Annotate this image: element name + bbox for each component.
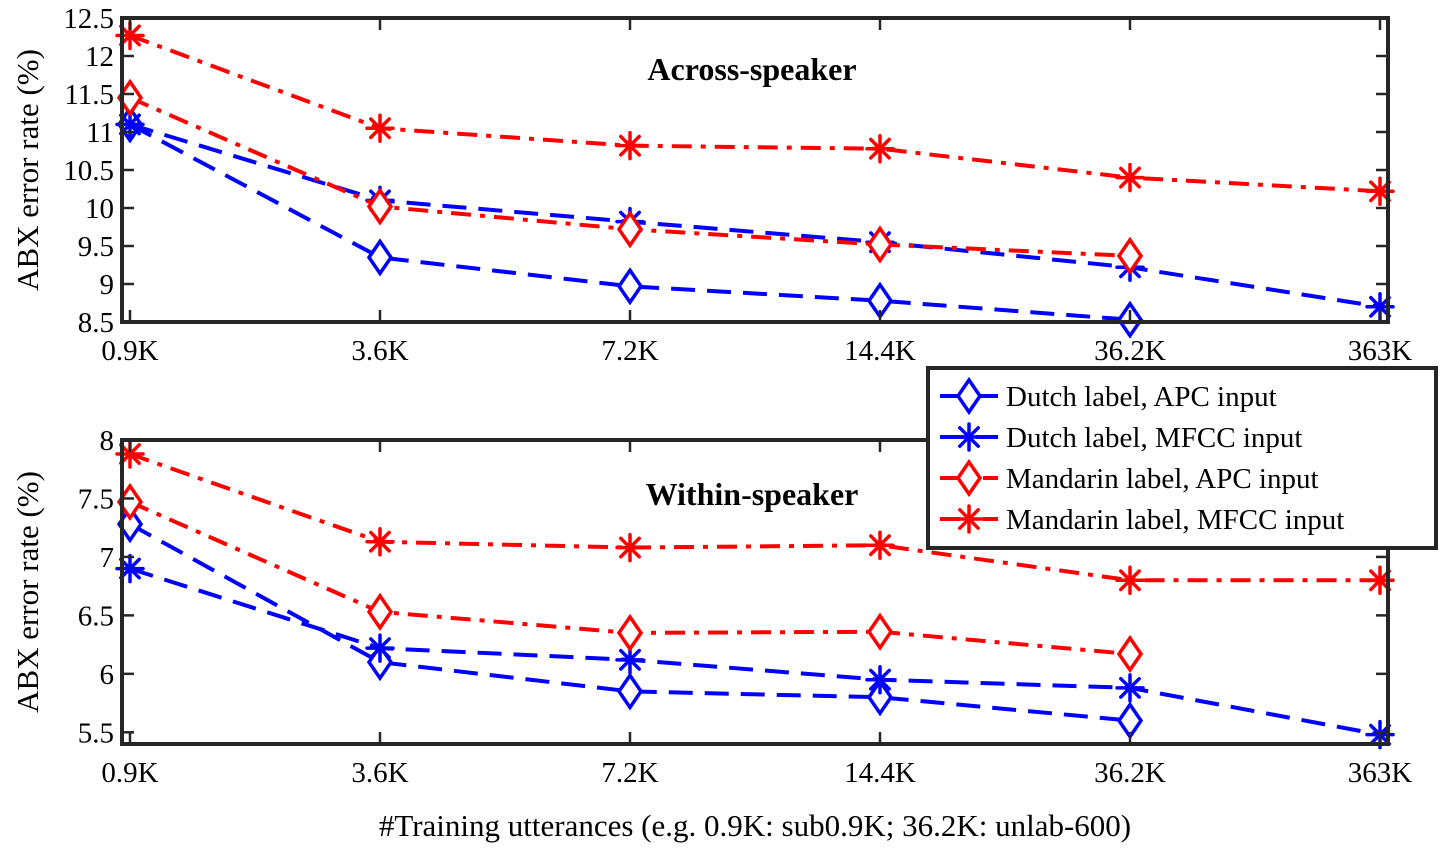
data-point-mandarin-label-mfcc-input-36-2k <box>1115 162 1145 193</box>
data-point-mandarin-label-apc-input-14-4k <box>866 225 894 264</box>
series-mandarin-label-mfcc-input <box>115 20 1395 207</box>
x-tick-label: 7.2K <box>601 335 658 367</box>
y-tick-label: 10 <box>85 193 114 225</box>
y-tick-label: 9.5 <box>78 231 114 263</box>
panel-title: Within-speaker <box>646 476 859 512</box>
legend-item-mandarin-label-mfcc-input: Mandarin label, MFCC input <box>940 504 1344 536</box>
y-axis-label: ABX error rate (%) <box>10 49 45 291</box>
data-point-dutch-label-apc-input-3-6k <box>366 238 394 277</box>
axes-frame <box>120 438 1390 746</box>
x-axis-label: #Training utterances (e.g. 0.9K: sub0.9K… <box>379 808 1131 843</box>
data-point-mandarin-label-mfcc-input-36-2k <box>1115 565 1145 596</box>
panel-title: Across-speaker <box>647 51 856 87</box>
data-point-mandarin-label-mfcc-input-7-2k <box>615 532 645 563</box>
x-tick-label: 14.4K <box>844 335 916 367</box>
data-point-mandarin-label-mfcc-input-7-2k <box>615 130 645 161</box>
legend-item-dutch-label-mfcc-input: Dutch label, MFCC input <box>940 422 1302 454</box>
across-speaker-panel: 8.5 9 9.5 10 10.5 11 11.5 12 12.5 0.9K 3.6K 7.2K 14.… <box>10 3 1412 367</box>
series-line-dutch-label-apc-input <box>129 122 1131 322</box>
data-point-mandarin-label-apc-input-3-6k <box>366 592 394 631</box>
legend-box <box>926 366 1438 550</box>
legend-label: Dutch label, APC input <box>1006 381 1277 413</box>
data-point-mandarin-label-apc-input-3-6k <box>366 187 394 226</box>
legend-item-mandarin-label-apc-input: Mandarin label, APC input <box>940 458 1319 498</box>
data-point-dutch-label-mfcc-input-36-2k <box>1115 673 1145 703</box>
data-point-mandarin-label-apc-input-14-4k <box>866 612 894 651</box>
series-line-mandarin-label-mfcc-input <box>129 452 1380 583</box>
data-point-mandarin-label-mfcc-input-3-6k <box>365 526 395 557</box>
x-tick-label: 0.9K <box>101 335 158 367</box>
legend: Dutch label, APC input Dutch label, MFCC … <box>926 366 1438 550</box>
legend-label: Mandarin label, APC input <box>1006 463 1319 495</box>
legend-label: Dutch label, MFCC input <box>1006 422 1302 454</box>
legend-swatch-marker <box>955 376 983 416</box>
series-line-mandarin-label-mfcc-input <box>129 33 1381 194</box>
x-tick-label: 36.2K <box>1094 335 1166 367</box>
series-line-dutch-label-mfcc-input <box>129 566 1381 737</box>
y-tick-label: 7 <box>100 542 115 574</box>
x-tick-label: 36.2K <box>1094 757 1166 789</box>
y-tick-label: 7.5 <box>78 483 114 515</box>
data-point-dutch-label-apc-input-7-2k <box>616 267 644 306</box>
legend-swatch-marker <box>955 458 983 498</box>
legend-swatch-marker <box>954 422 984 452</box>
plot-area <box>122 18 1388 322</box>
x-tick-label: 14.4K <box>844 757 916 789</box>
y-tick-label: 8.5 <box>78 307 114 339</box>
legend-item-dutch-label-apc-input: Dutch label, APC input <box>940 376 1277 416</box>
data-point-mandarin-label-mfcc-input-14-4k <box>865 133 895 164</box>
x-tick-label: 0.9K <box>101 757 158 789</box>
data-point-mandarin-label-apc-input-36-2k <box>1116 634 1144 674</box>
series-mandarin-label-apc-input <box>116 482 1144 674</box>
legend-label: Mandarin label, MFCC input <box>1006 504 1344 536</box>
data-point-dutch-label-mfcc-input-14-4k <box>865 664 895 695</box>
x-tick-label: 363K <box>1348 757 1413 789</box>
x-tick-label: 3.6K <box>351 757 408 789</box>
x-tick-label: 363K <box>1348 335 1413 367</box>
y-tick-label: 5.5 <box>78 717 114 749</box>
y-tick-label: 11 <box>86 117 114 149</box>
data-point-dutch-label-apc-input-14-4k <box>866 678 894 717</box>
y-tick-label: 12.5 <box>63 3 114 35</box>
data-point-dutch-label-apc-input-7-2k <box>616 672 644 711</box>
x-tick-label: 3.6K <box>351 335 408 367</box>
y-tick-label: 11.5 <box>64 79 114 111</box>
y-tick-label: 6.5 <box>78 600 114 632</box>
y-tick-label: 12 <box>85 41 114 73</box>
data-point-mandarin-label-apc-input-7-2k <box>616 210 644 249</box>
y-tick-label: 10.5 <box>63 155 114 187</box>
data-point-mandarin-label-apc-input-36-2k <box>1116 236 1144 275</box>
series-line-dutch-label-apc-input <box>129 522 1131 723</box>
y-axis-label: ABX error rate (%) <box>10 471 45 713</box>
x-tick-label: 7.2K <box>601 757 658 789</box>
legend-swatch-marker <box>954 504 984 534</box>
data-point-mandarin-label-apc-input-7-2k <box>616 613 644 653</box>
y-tick-label: 8 <box>100 425 115 457</box>
data-point-dutch-label-mfcc-input-7-2k <box>615 645 645 675</box>
data-point-dutch-label-mfcc-input-3-6k <box>365 633 395 663</box>
y-tick-label: 9 <box>100 269 115 301</box>
y-tick-label: 6 <box>100 659 115 691</box>
data-point-mandarin-label-mfcc-input-3-6k <box>365 113 395 143</box>
data-point-mandarin-label-mfcc-input-14-4k <box>865 530 895 560</box>
